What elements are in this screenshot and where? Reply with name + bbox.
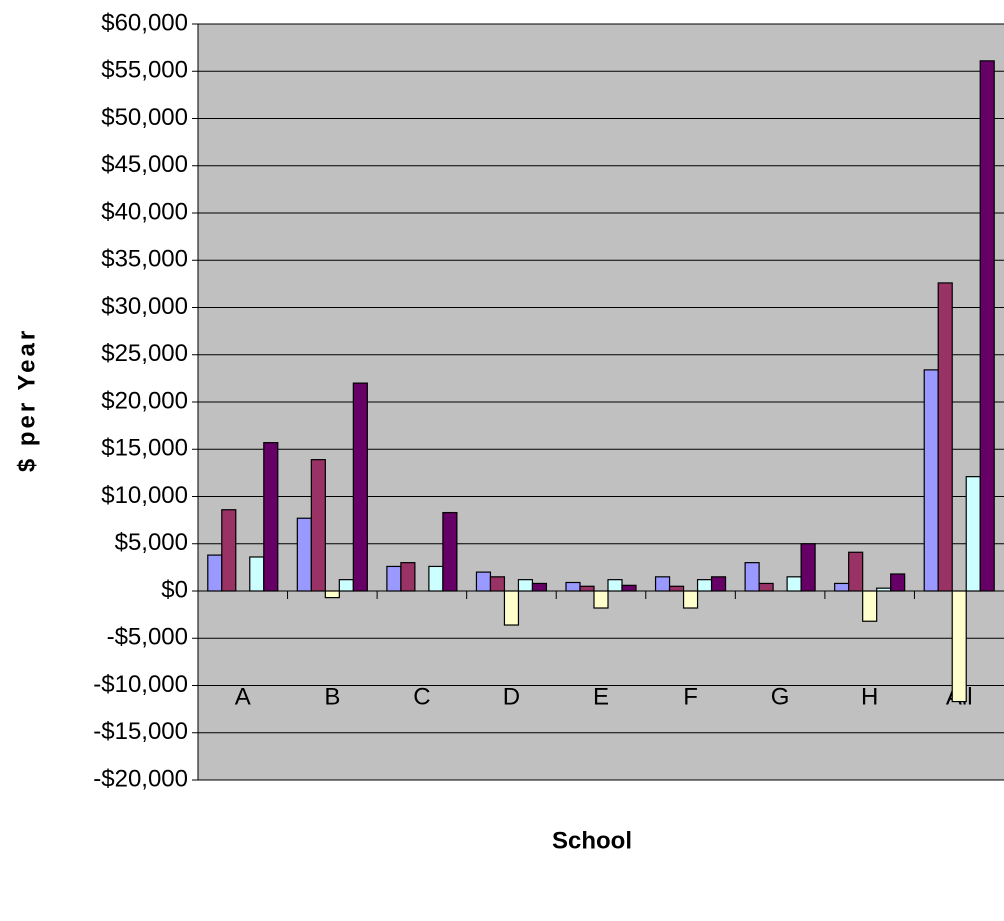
y-tick-label: $45,000 xyxy=(101,151,188,178)
bar xyxy=(758,582,774,592)
bar xyxy=(263,442,279,592)
bar xyxy=(965,476,981,592)
bar xyxy=(489,576,506,592)
bar xyxy=(475,571,492,592)
y-tick-label: $40,000 xyxy=(101,198,188,225)
bar xyxy=(386,565,402,592)
bar xyxy=(607,579,623,592)
bar xyxy=(503,590,520,626)
bar xyxy=(848,551,864,592)
y-tick-label: $50,000 xyxy=(101,104,188,131)
bar xyxy=(428,565,444,592)
bar xyxy=(400,562,416,592)
bar xyxy=(696,579,713,592)
bar xyxy=(517,579,534,592)
bar xyxy=(834,582,850,592)
bar xyxy=(593,590,609,609)
bar xyxy=(565,581,581,592)
bar xyxy=(352,382,368,592)
bar xyxy=(442,511,458,592)
y-tick-label: $20,000 xyxy=(101,387,188,414)
bar xyxy=(654,576,671,592)
y-tick-label: -$20,000 xyxy=(93,765,188,792)
x-tick-label: F xyxy=(683,683,698,710)
y-tick-label: -$15,000 xyxy=(93,718,188,745)
x-tick-label: G xyxy=(771,683,790,710)
bar xyxy=(296,517,312,592)
bar xyxy=(890,573,906,592)
bar xyxy=(621,584,637,592)
bar xyxy=(668,585,685,592)
y-tick-label: $10,000 xyxy=(101,482,188,509)
x-tick-label: C xyxy=(413,683,430,710)
x-tick-label: H xyxy=(861,683,878,710)
y-tick-label: -$5,000 xyxy=(107,624,188,651)
bar xyxy=(862,590,878,622)
bar xyxy=(800,543,816,592)
y-tick-label: $15,000 xyxy=(101,435,188,462)
bar xyxy=(710,576,727,592)
bar xyxy=(531,582,548,592)
bar xyxy=(249,556,265,592)
x-tick-label: E xyxy=(593,683,609,710)
y-tick-label: $55,000 xyxy=(101,57,188,84)
y-axis-title: $ per Year xyxy=(13,328,40,472)
bar xyxy=(338,579,354,592)
bar xyxy=(937,282,953,592)
bar xyxy=(207,554,223,592)
y-tick-label: -$10,000 xyxy=(93,671,188,698)
bar xyxy=(951,590,967,703)
bar xyxy=(310,459,326,592)
y-tick-label: $35,000 xyxy=(101,246,188,273)
y-tick-label: $25,000 xyxy=(101,340,188,367)
y-tick-label: $60,000 xyxy=(101,9,188,36)
bar xyxy=(579,585,595,592)
bar xyxy=(324,590,340,599)
y-tick-label: $0 xyxy=(161,576,188,603)
bar xyxy=(221,509,237,592)
bar xyxy=(923,369,939,592)
bar xyxy=(786,576,802,592)
bar xyxy=(744,562,760,592)
x-axis-title: School xyxy=(552,827,632,854)
x-tick-label: A xyxy=(235,683,251,710)
x-tick-label: B xyxy=(324,683,340,710)
y-tick-label: $30,000 xyxy=(101,293,188,320)
bar xyxy=(979,60,995,592)
bar xyxy=(682,590,699,609)
y-tick-label: $5,000 xyxy=(115,529,188,556)
x-tick-label: D xyxy=(503,683,520,710)
